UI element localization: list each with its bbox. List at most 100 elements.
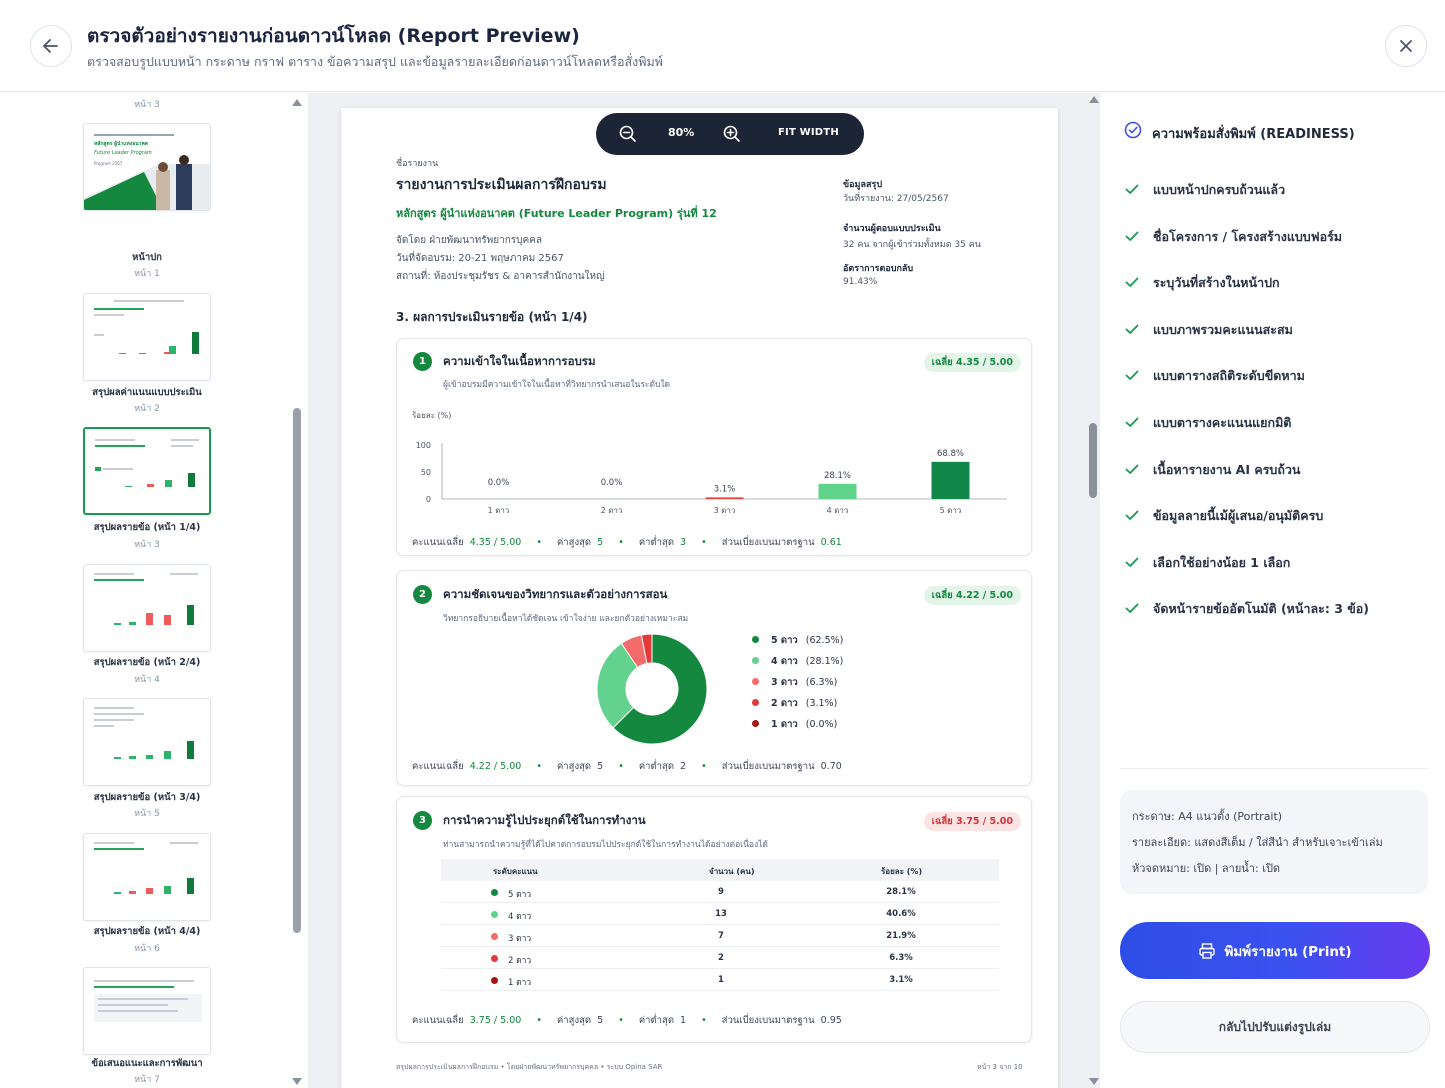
check-icon xyxy=(1125,277,1139,288)
row-level: 3 ดาว xyxy=(508,934,532,944)
header-footer-info: หัวจดหมาย: เปิด | ลายน้ำ: เปิด xyxy=(1132,862,1281,875)
legend-percent: (6.3%) xyxy=(805,677,838,688)
stat-max-label: ค่าสูงสุด xyxy=(556,761,592,772)
stat-min-label: ค่าต่ำสุด xyxy=(638,537,674,548)
thumbs-scrollbar-thumb[interactable] xyxy=(293,408,301,933)
check-icon xyxy=(1125,231,1139,241)
back-to-edit-button[interactable]: กลับไปปรับแต่งรูปเล่ม xyxy=(1120,1001,1430,1053)
legend-percent: (62.5%) xyxy=(805,635,844,646)
thumb-summary-card[interactable] xyxy=(83,293,211,381)
x-tick-label: 1 ดาว xyxy=(488,506,510,515)
question-number-2: 2 xyxy=(413,585,432,604)
legend-percent: (0.0%) xyxy=(805,719,838,730)
stat-max-value: 5 xyxy=(597,537,604,548)
respondents-label: จำนวนผู้ตอบแบบประเมิน xyxy=(843,224,941,234)
check-icon xyxy=(1125,184,1139,194)
row-percent: 40.6% xyxy=(886,909,916,919)
zoom-out-button[interactable] xyxy=(618,124,638,144)
thumb-item-1[interactable]: สรุปผลรายข้อ (หน้า 1/4) หน้า 3 xyxy=(83,427,211,550)
stat-sd-value: 0.61 xyxy=(820,537,842,548)
readiness-item: แบบตารางคะแนนแยกมิติ xyxy=(1153,415,1292,430)
stat-sd-value: 0.95 xyxy=(820,1015,842,1026)
legend-item: 3 ดาว (6.3%) xyxy=(752,675,837,690)
readiness-item: แบบตารางสถิติระดับขีดหาม xyxy=(1153,368,1305,384)
bar-chart-q1: 100 50 0 0.0% 1 ดาว 0.0% 2 ดาว 3.1% 3 ดาว 28.1% 4 … xyxy=(416,441,1007,515)
readiness-title: ความพร้อมสั่งพิมพ์ (READINESS) xyxy=(1152,127,1355,142)
preview-scroll-up-arrow[interactable] xyxy=(1089,96,1099,103)
check-icon xyxy=(1125,603,1139,614)
close-button[interactable] xyxy=(1385,25,1427,67)
table-header: ระดับคะแนน จำนวน (คน) ร้อยละ (%) xyxy=(441,859,999,881)
x-tick-label: 2 ดาว xyxy=(601,506,623,515)
row-color-dot xyxy=(491,889,498,896)
response-rate-label: อัตราการตอบกลับ xyxy=(843,264,914,274)
thumb-item-3[interactable]: สรุปผลรายข้อ (หน้า 3/4) หน้า 5 xyxy=(83,698,211,819)
thumb-suggestions-card[interactable] xyxy=(83,967,211,1055)
row-color-dot xyxy=(491,933,498,940)
dialog-header: ตรวจตัวอย่างรายงานก่อนดาวน์โหลด (Report … xyxy=(0,0,1445,92)
legend-label: 3 ดาว xyxy=(771,677,798,688)
thumb-item-2[interactable]: สรุปผลรายข้อ (หน้า 2/4) หน้า 4 xyxy=(83,564,211,685)
thumb-cover[interactable]: หลักสูตร ผู้นำแห่งอนาคต Future Leader Pr… xyxy=(83,123,211,279)
thumb-item-2-card[interactable] xyxy=(83,564,211,652)
zoom-in-button[interactable] xyxy=(722,124,742,144)
question-desc-3: ท่านสามารถนำความรู้ที่ได้ไปคาดการอบรมไปป… xyxy=(443,840,768,850)
paper-info: กระดาษ: A4 แนวตั้ง (Portrait) xyxy=(1132,810,1283,823)
thumb-item-3-card[interactable] xyxy=(83,698,211,786)
thumb-item-4[interactable]: สรุปผลรายข้อ (หน้า 4/4) หน้า 6 xyxy=(83,833,211,954)
row-percent: 3.1% xyxy=(889,975,913,985)
printer-icon xyxy=(1199,942,1216,959)
x-tick-label: 4 ดาว xyxy=(827,506,849,515)
stat-avg-value: 3.75 / 5.00 xyxy=(469,1015,522,1026)
thumb-summary-label: สรุปผลค่าแนนแบบประเมิน xyxy=(92,387,202,398)
thumb-item-4-card[interactable] xyxy=(83,833,211,921)
zoom-level: 80% xyxy=(668,126,695,139)
detail-info: รายละเอียด: แสดงสีเต็ม / ใส่สีนำ สำหรับเ… xyxy=(1132,836,1383,849)
question-title-3: การนำความรู้ไปประยุกต์ใช้ในการทำงาน xyxy=(443,813,646,827)
question-title-2: ความชัดเจนของวิทยากรและตัวอย่างการสอน xyxy=(443,587,668,601)
readiness-item: ชื่อโครงการ / โครงสร้างแบบฟอร์ม xyxy=(1153,228,1343,244)
table-column-header: จำนวน (คน) xyxy=(709,867,755,876)
preview-scroll-down-arrow[interactable] xyxy=(1089,1078,1099,1085)
thumb-cover-card[interactable]: หลักสูตร ผู้นำแห่งอนาคต Future Leader Pr… xyxy=(83,123,211,211)
row-level: 2 ดาว xyxy=(508,956,532,966)
thumb-item-3-page: หน้า 5 xyxy=(134,809,160,819)
stat-avg-label: คะแนนเฉลี่ย xyxy=(412,537,464,548)
row-color-dot xyxy=(491,955,498,962)
arrow-left-icon xyxy=(43,39,58,53)
row-percent: 6.3% xyxy=(889,953,913,963)
check-icon xyxy=(1125,464,1139,474)
thumb-item-1-card[interactable] xyxy=(83,427,211,515)
thumb-cover-photo xyxy=(84,155,210,210)
report-preview-area[interactable]: ชื่อรายงาน รายงานการประเมินผลการฝึกอบรม … xyxy=(308,93,1100,1088)
legend-item: 4 ดาว (28.1%) xyxy=(752,654,843,669)
y-tick-label: 50 xyxy=(421,468,431,477)
row-level: 1 ดาว xyxy=(508,978,532,988)
bar-chart-ylabel: ร้อยละ (%) xyxy=(412,411,452,420)
thumb-item-4-label: สรุปผลรายข้อ (หน้า 4/4) xyxy=(93,926,201,937)
fit-width-button[interactable]: FIT WIDTH xyxy=(778,127,839,138)
table-column-header: ร้อยละ (%) xyxy=(881,867,923,876)
legend-label: 4 ดาว xyxy=(771,656,798,667)
question-stats-2: คะแนนเฉลี่ย 4.22 / 5.00 • ค่าสูงสุด 5 • … xyxy=(412,761,842,772)
report-page: ชื่อรายงาน รายงานการประเมินผลการฝึกอบรม … xyxy=(341,108,1058,1088)
preview-scrollbar-thumb[interactable] xyxy=(1089,423,1097,498)
thumb-item-4-page: หน้า 6 xyxy=(134,944,160,954)
report-course: หลักสูตร ผู้นำแห่งอนาคต (Future Leader P… xyxy=(396,207,717,220)
row-level: 4 ดาว xyxy=(508,912,532,922)
page-thumbnails-panel[interactable]: หน้า 3 หลักสูตร ผู้นำแห่งอนาคต Future Le… xyxy=(0,93,308,1088)
y-tick-label: 100 xyxy=(416,441,431,450)
thumbs-scroll-up-arrow[interactable] xyxy=(292,99,302,106)
row-count: 9 xyxy=(718,887,724,897)
back-button[interactable] xyxy=(30,25,72,67)
bar-value-label: 3.1% xyxy=(714,484,736,494)
thumb-cover-line3: Program 2567 xyxy=(94,161,123,166)
thumbs-scroll-down-arrow[interactable] xyxy=(292,1078,302,1085)
legend-item: 1 ดาว (0.0%) xyxy=(752,717,837,732)
thumb-summary[interactable]: สรุปผลค่าแนนแบบประเมิน หน้า 2 xyxy=(83,293,211,414)
legend-swatch xyxy=(752,678,759,685)
print-button[interactable]: พิมพ์รายงาน (Print) xyxy=(1120,922,1430,979)
thumb-suggestions[interactable]: ข้อเสนอแนะและการพัฒนา หน้า 7 xyxy=(83,967,211,1085)
row-count: 13 xyxy=(715,909,727,919)
